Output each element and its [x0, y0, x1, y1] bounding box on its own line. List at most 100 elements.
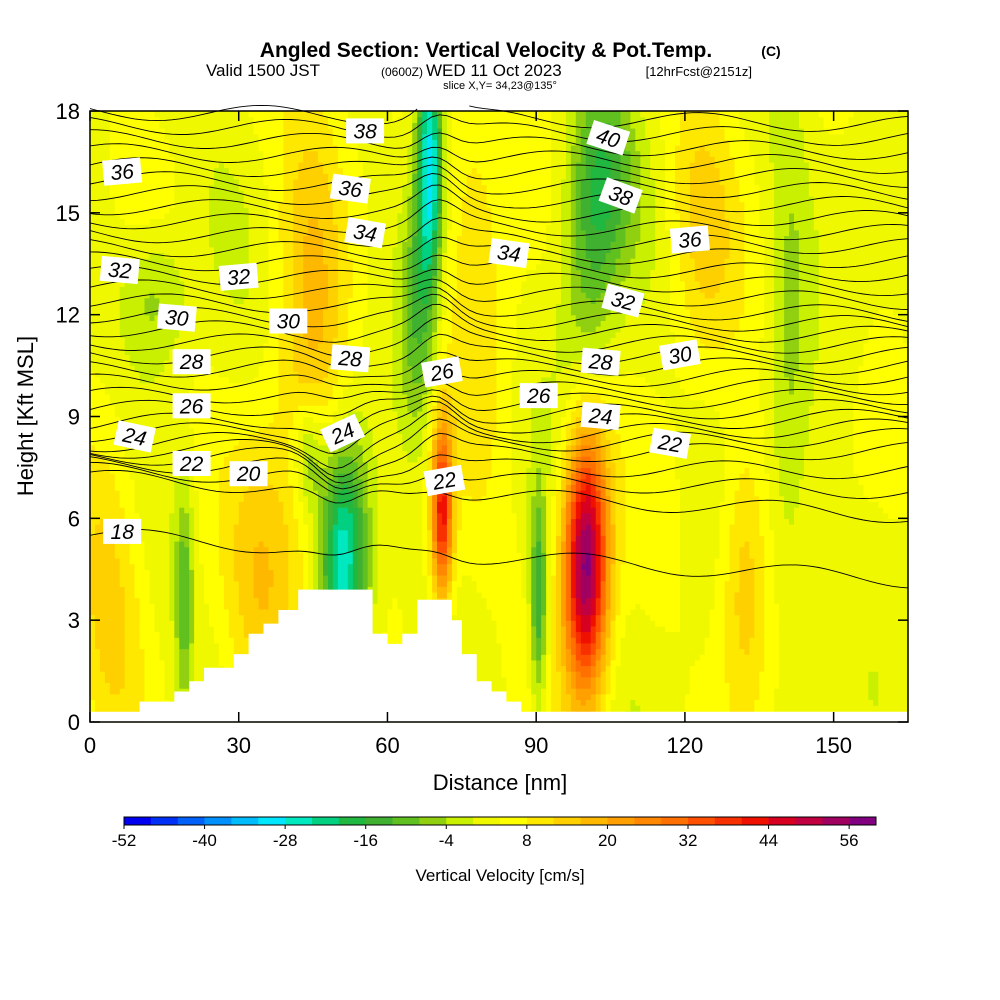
velocity-cell [590, 484, 597, 491]
velocity-cell [432, 224, 438, 231]
velocity-cell [451, 586, 458, 593]
velocity-cell [580, 444, 592, 452]
contour-label-box [598, 177, 643, 214]
velocity-cell [233, 574, 255, 582]
velocity-cell [337, 574, 349, 582]
velocity-cell [580, 535, 592, 542]
velocity-cell [174, 676, 180, 683]
velocity-cell [798, 303, 820, 310]
x-axis-title: Distance [nm] [433, 770, 568, 795]
velocity-cell [218, 569, 235, 576]
velocity-cell [432, 280, 438, 287]
velocity-cell [808, 422, 854, 429]
velocity-cell [347, 546, 354, 553]
velocity-cell [332, 467, 359, 474]
velocity-cell [486, 184, 552, 191]
velocity-cell [442, 518, 448, 525]
velocity-cell [680, 258, 696, 265]
velocity-cell [437, 320, 443, 327]
velocity-cell [90, 495, 121, 502]
velocity-cell [90, 603, 126, 610]
velocity-cell [729, 682, 760, 689]
velocity-cell [774, 320, 785, 327]
velocity-cell [451, 427, 458, 435]
velocity-cell [561, 699, 572, 706]
velocity-cell [412, 173, 418, 180]
velocity-cell [610, 569, 617, 576]
velocity-cell [620, 591, 681, 599]
velocity-cell [759, 405, 775, 412]
velocity-cell [308, 473, 334, 480]
velocity-cell [90, 456, 106, 463]
velocity-cell [580, 529, 592, 536]
velocity-cell [293, 337, 309, 344]
velocity-cell [605, 490, 612, 497]
velocity-cell [585, 354, 676, 361]
velocity-cell [580, 433, 597, 440]
velocity-cell [858, 382, 909, 389]
velocity-cell [372, 574, 379, 582]
velocity-cell [694, 269, 726, 276]
velocity-cell [303, 512, 314, 519]
velocity-cell [689, 190, 726, 197]
velocity-cell [194, 569, 205, 576]
velocity-cell [337, 286, 354, 293]
contour-label: 38 [346, 118, 385, 144]
velocity-cell [298, 167, 324, 174]
velocity-cell [402, 320, 408, 327]
velocity-cell [124, 275, 180, 282]
velocity-cell [323, 495, 334, 502]
velocity-cell [194, 535, 200, 542]
velocity-cell [303, 478, 314, 485]
velocity-cell [551, 676, 562, 683]
velocity-cell [590, 201, 612, 208]
velocity-cell [600, 614, 607, 621]
velocity-cell [853, 410, 909, 418]
velocity-cell [218, 659, 240, 667]
velocity-cell [362, 167, 408, 174]
velocity-cell [551, 410, 567, 418]
velocity-cell [451, 580, 463, 587]
velocity-cell [565, 642, 572, 650]
velocity-cell [164, 359, 265, 367]
velocity-cell [580, 439, 597, 446]
velocity-cell [590, 546, 597, 553]
velocity-cell [521, 591, 527, 599]
velocity-cell [739, 320, 765, 327]
velocity-cell [293, 512, 304, 519]
velocity-cell [570, 473, 577, 480]
velocity-cell [561, 529, 567, 536]
velocity-cell [377, 557, 423, 565]
velocity-cell [784, 269, 800, 276]
velocity-cell [283, 184, 294, 191]
velocity-cell [392, 331, 403, 338]
velocity-cell [352, 478, 364, 485]
velocity-cell [511, 501, 527, 508]
velocity-cell [303, 156, 319, 163]
velocity-cell [531, 688, 542, 695]
velocity-cell [283, 252, 294, 259]
velocity-cell [521, 569, 527, 576]
velocity-cell [620, 173, 631, 180]
velocity-cell [853, 427, 909, 435]
velocity-cell [774, 688, 869, 695]
velocity-cell [109, 178, 175, 186]
velocity-cell [446, 201, 453, 208]
velocity-cell [248, 229, 269, 237]
velocity-cell [412, 218, 418, 225]
velocity-cell [585, 524, 592, 531]
velocity-cell [660, 122, 681, 129]
velocity-cell [496, 365, 512, 372]
velocity-cell [600, 586, 607, 593]
velocity-cell [332, 450, 364, 457]
velocity-cell [645, 376, 681, 384]
velocity-cell [655, 620, 681, 627]
velocity-cell [442, 286, 448, 293]
velocity-cell [605, 450, 612, 457]
velocity-cell [739, 620, 755, 627]
velocity-cell [759, 382, 775, 389]
velocity-cell [471, 676, 507, 683]
velocity-cell [565, 631, 572, 638]
velocity-cell [561, 603, 567, 610]
